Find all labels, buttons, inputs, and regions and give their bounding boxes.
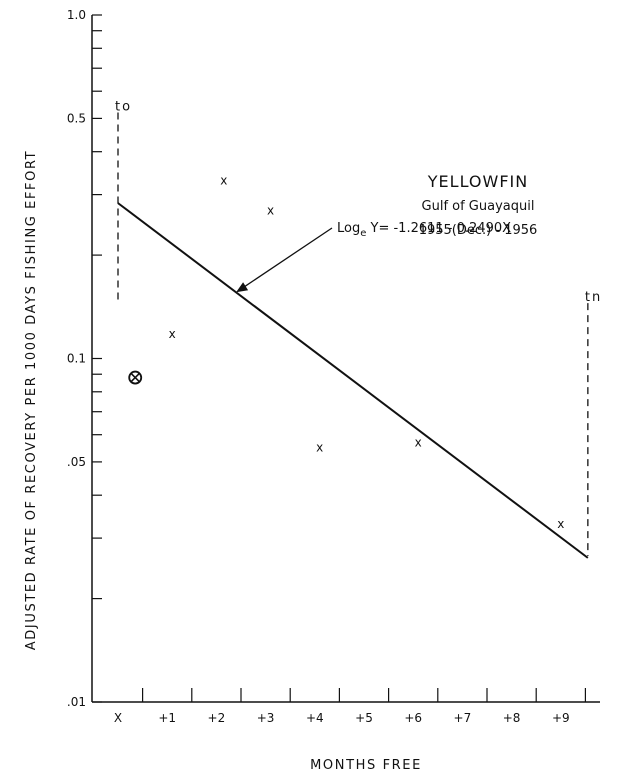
x-tick-label: +6 — [404, 711, 422, 725]
y-axis-title: ADJUSTED RATE OF RECOVERY PER 1000 DAYS … — [24, 150, 39, 650]
data-point-circled-x2 — [130, 373, 140, 383]
chart-subtitle-1: Gulf of Guayaquil — [422, 199, 535, 214]
x-tick-label: +9 — [552, 711, 570, 725]
equation-arrowhead — [236, 282, 249, 293]
data-point-5: x — [415, 435, 422, 449]
data-point-6: x — [557, 517, 564, 531]
regression-line — [117, 202, 589, 559]
data-point-circled — [128, 370, 143, 385]
axes — [91, 15, 600, 703]
y-tick-label: 0.1 — [67, 352, 86, 366]
x-tick-label: +7 — [454, 711, 472, 725]
x-tick-label: +2 — [208, 711, 226, 725]
marks: t o t n x x x x x x — [115, 100, 600, 559]
regression-equation: Loge Y= -1.2611 - 0.2490X — [337, 221, 511, 239]
x-tick-label: X — [114, 711, 122, 725]
x-tick-label: +5 — [355, 711, 373, 725]
data-point-2: x — [220, 173, 227, 187]
x-tick-label: +1 — [158, 711, 176, 725]
y-tick-label: 0.5 — [67, 111, 86, 125]
y-tick-label: .05 — [67, 455, 86, 469]
x-tick-label: +8 — [503, 711, 521, 725]
x-tick-label: +4 — [306, 711, 324, 725]
y-tick-label: .01 — [67, 695, 86, 709]
x-tick-label: +3 — [257, 711, 275, 725]
eq-rest: Y= -1.2611 - 0.2490X — [366, 221, 511, 236]
chart-subtitle-2: 1955(Dec.) - 1956 — [419, 223, 538, 238]
data-point-1: x — [169, 327, 176, 341]
ticks: 1.0 0.5 0.1 .05 .01 X +1 +2 +3 +4 +5 +6 +7 +8 +9 — [67, 8, 587, 725]
data-point-4: x — [316, 441, 323, 455]
y-tick-label: 1.0 — [67, 8, 86, 22]
x-axis-title: MONTHS FREE — [310, 758, 422, 773]
chart-title: YELLOWFIN — [427, 172, 528, 191]
equation-arrow — [241, 227, 333, 289]
eq-subscript: e — [360, 228, 366, 239]
eq-log: Log — [337, 221, 360, 236]
data-point-3: x — [267, 203, 274, 217]
